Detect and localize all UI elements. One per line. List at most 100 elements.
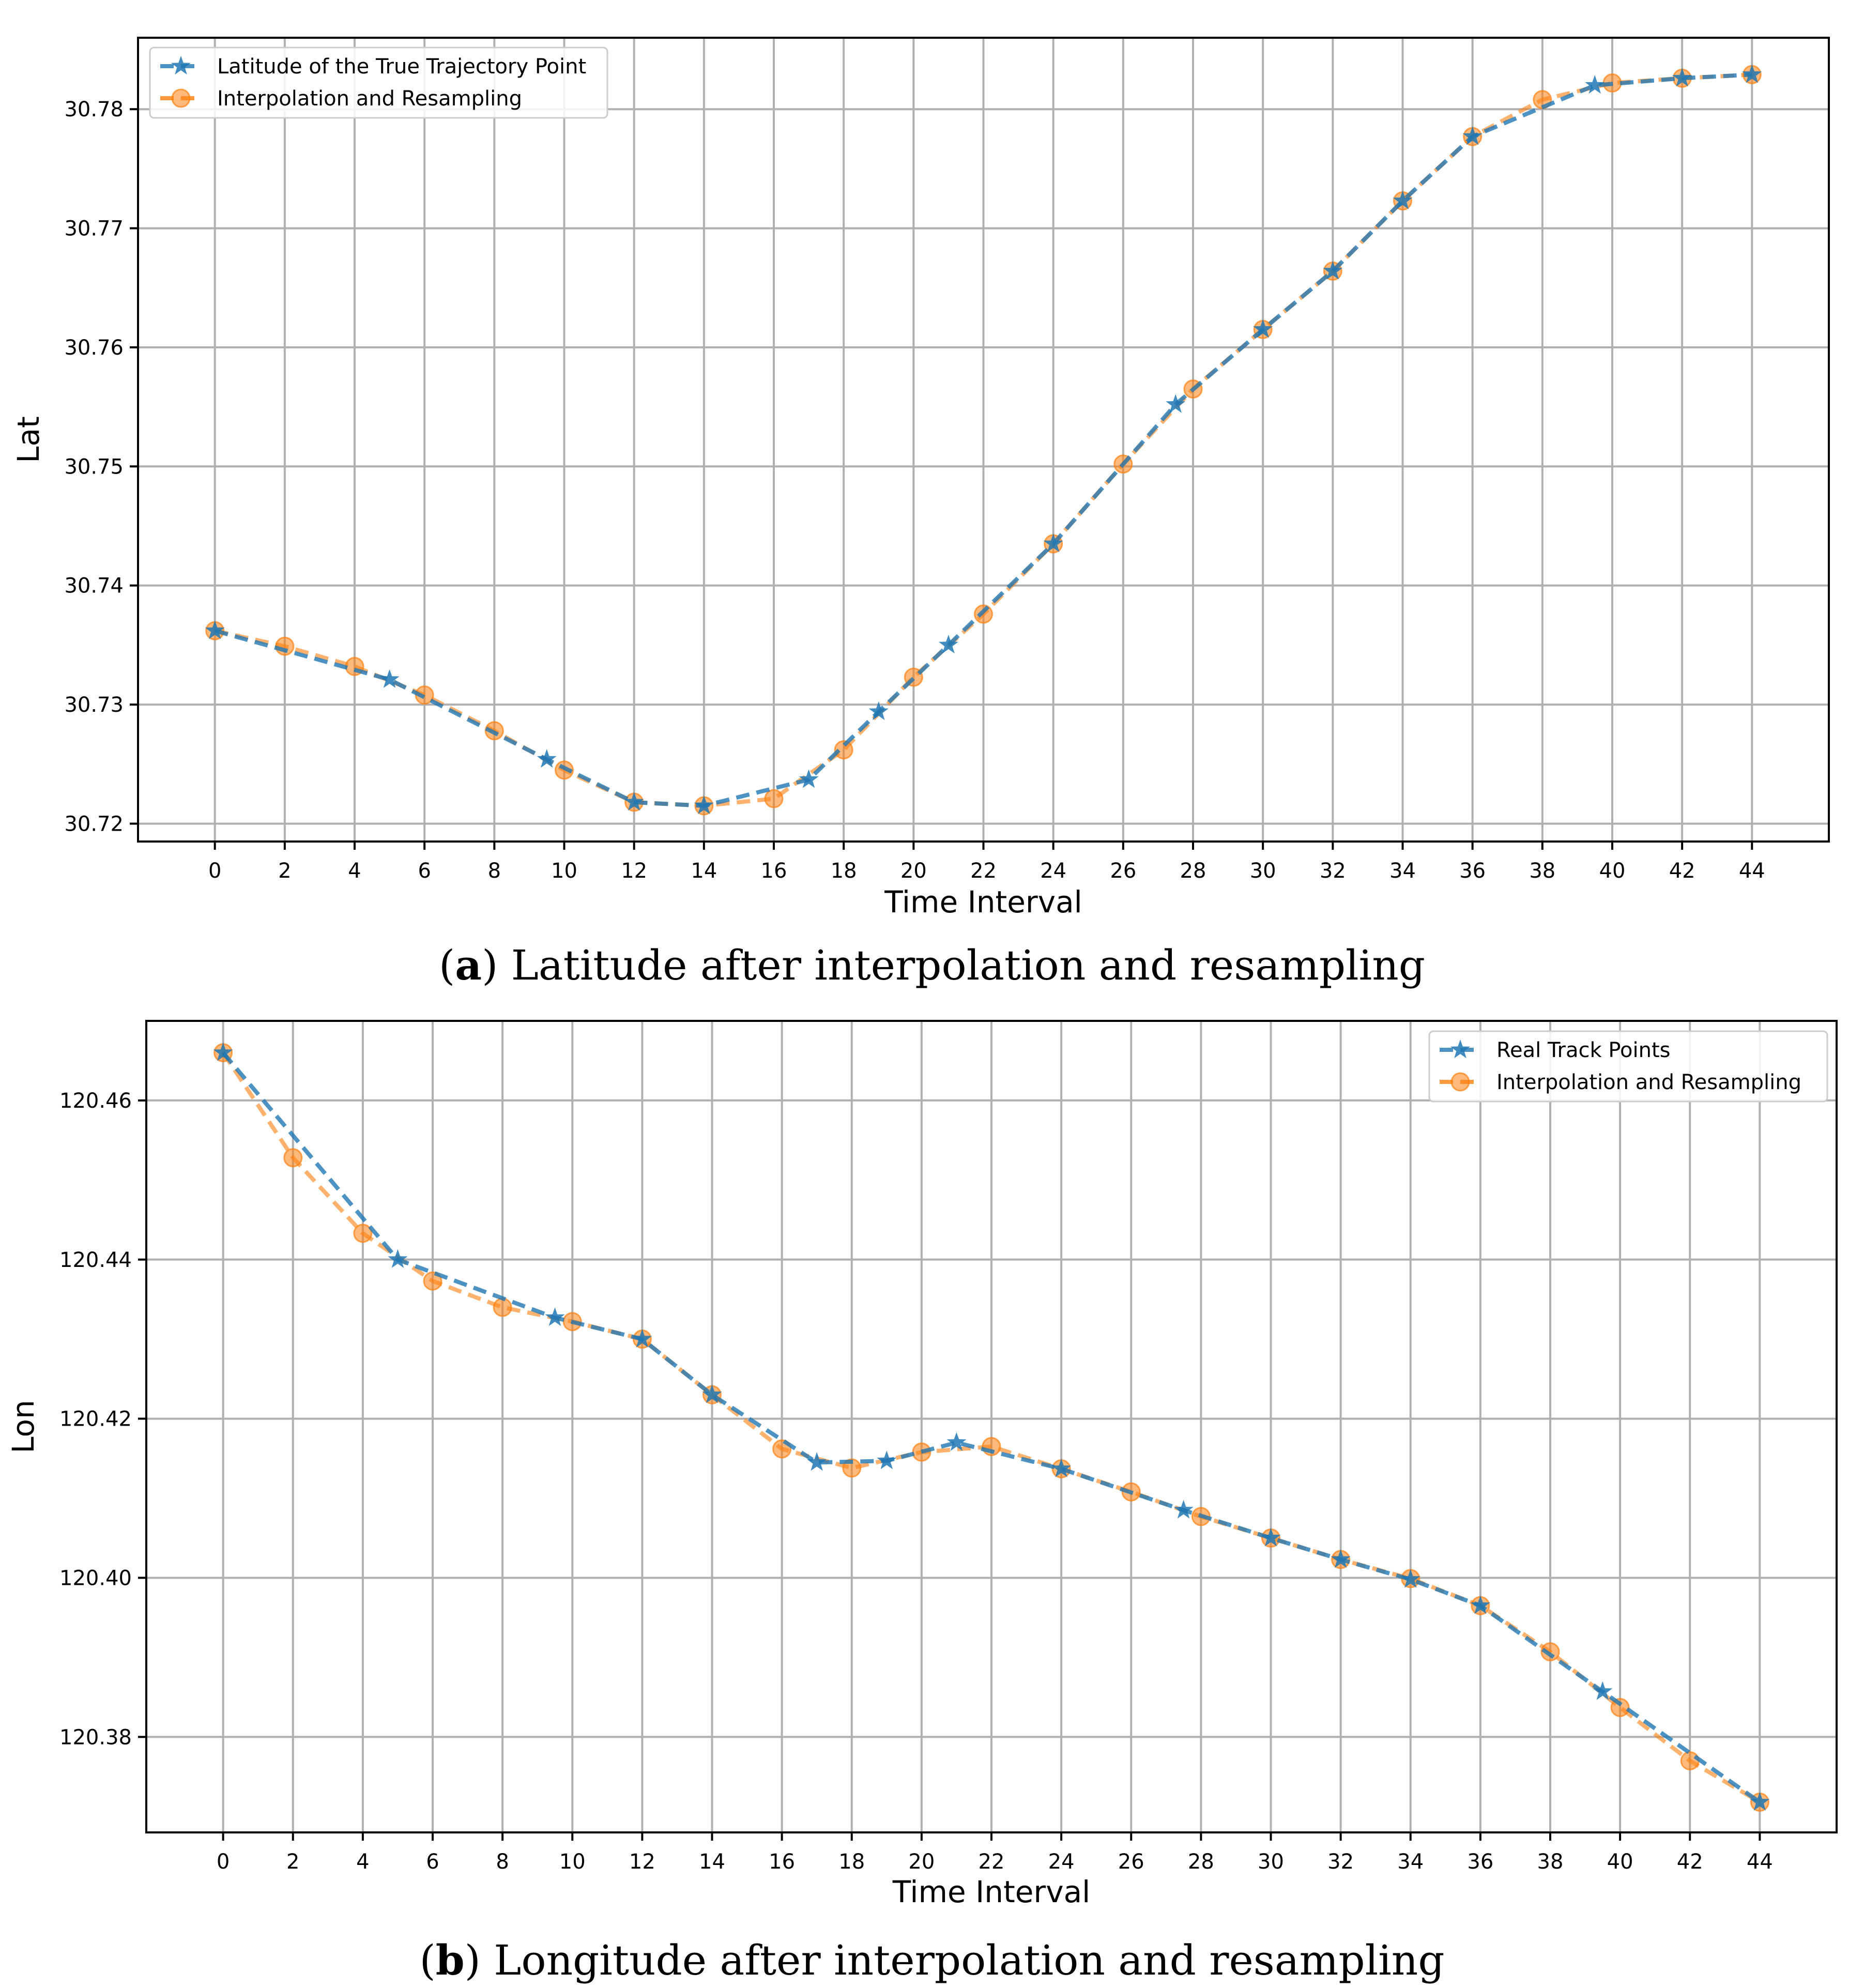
data-point-star bbox=[1261, 1527, 1281, 1547]
y-tick-label: 120.44 bbox=[59, 1248, 132, 1272]
x-tick-label: 32 bbox=[1327, 1850, 1354, 1874]
data-point-star bbox=[624, 792, 644, 811]
x-tick-label: 2 bbox=[278, 859, 291, 883]
x-tick-label: 44 bbox=[1739, 859, 1765, 883]
data-point-star bbox=[1742, 64, 1762, 83]
x-tick-label: 28 bbox=[1188, 1850, 1214, 1874]
grid bbox=[146, 1021, 1837, 1832]
x-tick-label: 26 bbox=[1110, 859, 1136, 883]
x-tick-label: 28 bbox=[1180, 859, 1206, 883]
x-tick-label: 14 bbox=[699, 1850, 725, 1874]
data-point-star bbox=[1750, 1792, 1770, 1811]
x-tick-label: 26 bbox=[1118, 1850, 1144, 1874]
data-point-circle bbox=[764, 789, 784, 808]
legend-marker-circle bbox=[1450, 1072, 1470, 1092]
data-point-star bbox=[1400, 1569, 1420, 1588]
data-point-circle bbox=[423, 1271, 442, 1291]
caption-a-text: Latitude after interpolation and resampl… bbox=[498, 941, 1425, 989]
data-point-star bbox=[537, 749, 557, 768]
data-point-star bbox=[1166, 394, 1186, 413]
x-tick-label: 38 bbox=[1537, 1850, 1564, 1874]
series-true-points bbox=[205, 64, 1762, 815]
data-point-star bbox=[799, 769, 819, 788]
y-tick-label: 120.38 bbox=[59, 1725, 132, 1749]
x-tick-label: 4 bbox=[348, 859, 361, 883]
series-line bbox=[221, 1051, 1761, 1804]
x-tick-label: 42 bbox=[1677, 1850, 1703, 1874]
data-point-star bbox=[1393, 190, 1413, 209]
x-tick-label: 6 bbox=[426, 1850, 439, 1874]
legend-marker-star bbox=[1450, 1039, 1470, 1059]
x-axis-label: Time Interval bbox=[892, 1874, 1091, 1909]
data-point-star bbox=[1173, 1500, 1194, 1519]
legend-label: Real Track Points bbox=[1496, 1038, 1670, 1062]
x-tick-label: 14 bbox=[691, 859, 717, 883]
x-tick-label: 8 bbox=[496, 1850, 509, 1874]
x-tick-label: 34 bbox=[1389, 859, 1416, 883]
data-point-star bbox=[877, 1450, 897, 1470]
data-point-circle bbox=[283, 1148, 303, 1168]
series-true-points bbox=[213, 1042, 1770, 1811]
data-point-circle bbox=[834, 740, 853, 760]
legend-box bbox=[1428, 1030, 1828, 1103]
y-axis-label: Lat bbox=[11, 416, 46, 463]
data-point-star bbox=[388, 1249, 408, 1268]
x-tick-label: 40 bbox=[1599, 859, 1626, 883]
x-tick-label: 30 bbox=[1258, 1850, 1284, 1874]
data-point-star bbox=[1051, 1458, 1072, 1477]
y-tick-label: 120.46 bbox=[59, 1089, 132, 1113]
data-point-star bbox=[1462, 126, 1483, 145]
x-tick-label: 24 bbox=[1048, 1850, 1075, 1874]
data-point-star bbox=[807, 1452, 827, 1471]
x-tick-label: 10 bbox=[551, 859, 577, 883]
data-point-star bbox=[379, 669, 400, 688]
x-tick-label: 30 bbox=[1250, 859, 1276, 883]
y-tick-label: 30.72 bbox=[64, 812, 124, 836]
data-point-circle bbox=[1680, 1751, 1700, 1770]
legend-label: Interpolation and Resampling bbox=[217, 87, 522, 111]
x-tick-label: 4 bbox=[356, 1850, 369, 1874]
x-tick-label: 12 bbox=[629, 1850, 655, 1874]
x-tick-label: 0 bbox=[208, 859, 221, 883]
data-point-circle bbox=[493, 1297, 512, 1317]
y-tick-label: 30.76 bbox=[64, 336, 124, 360]
y-tick-label: 30.78 bbox=[64, 98, 124, 121]
y-tick-label: 30.75 bbox=[64, 455, 124, 479]
legend-box bbox=[149, 47, 608, 119]
x-tick-label: 44 bbox=[1747, 1850, 1773, 1874]
caption-b-label: b bbox=[435, 1936, 465, 1984]
x-tick-label: 18 bbox=[838, 1850, 865, 1874]
longitude-chart: 0 2 4 6 8 10 12 14 16 18 20 22 24 26 28 30 32 34 36 38 40 42 4… bbox=[6, 1020, 1838, 1909]
data-point-star bbox=[868, 701, 889, 721]
x-tick-label: 20 bbox=[900, 859, 927, 883]
data-point-star bbox=[938, 634, 958, 654]
data-point-star bbox=[213, 1042, 233, 1061]
grid bbox=[138, 38, 1829, 842]
data-point-star bbox=[632, 1328, 652, 1348]
y-tick-label: 120.42 bbox=[59, 1408, 132, 1431]
data-point-circle bbox=[353, 1224, 373, 1243]
x-tick-label: 18 bbox=[831, 859, 857, 883]
data-point-star bbox=[946, 1432, 967, 1451]
data-point-star bbox=[1672, 68, 1692, 87]
x-tick-label: 10 bbox=[559, 1850, 586, 1874]
x-tick-label: 16 bbox=[761, 859, 787, 883]
caption-b-text: Longitude after interpolation and resamp… bbox=[480, 1936, 1445, 1984]
x-tick-label: 0 bbox=[217, 1850, 230, 1874]
data-point-star bbox=[1585, 75, 1605, 94]
x-tick-label: 20 bbox=[908, 1850, 935, 1874]
y-tick-label: 30.74 bbox=[64, 574, 124, 598]
y-tick-label: 30.77 bbox=[64, 217, 124, 241]
data-point-star bbox=[1470, 1595, 1490, 1614]
x-tick-label: 36 bbox=[1467, 1850, 1493, 1874]
x-tick-label: 6 bbox=[418, 859, 431, 883]
data-point-star bbox=[1253, 319, 1273, 338]
x-tick-label: 8 bbox=[488, 859, 501, 883]
legend: Real Track Points Interpolation and Resam… bbox=[1428, 1030, 1828, 1103]
data-point-star bbox=[545, 1307, 565, 1326]
x-tick-label: 34 bbox=[1397, 1850, 1424, 1874]
data-point-star bbox=[205, 620, 225, 639]
data-point-star bbox=[1323, 261, 1343, 280]
x-tick-label: 40 bbox=[1607, 1850, 1633, 1874]
data-point-star bbox=[1331, 1549, 1351, 1568]
